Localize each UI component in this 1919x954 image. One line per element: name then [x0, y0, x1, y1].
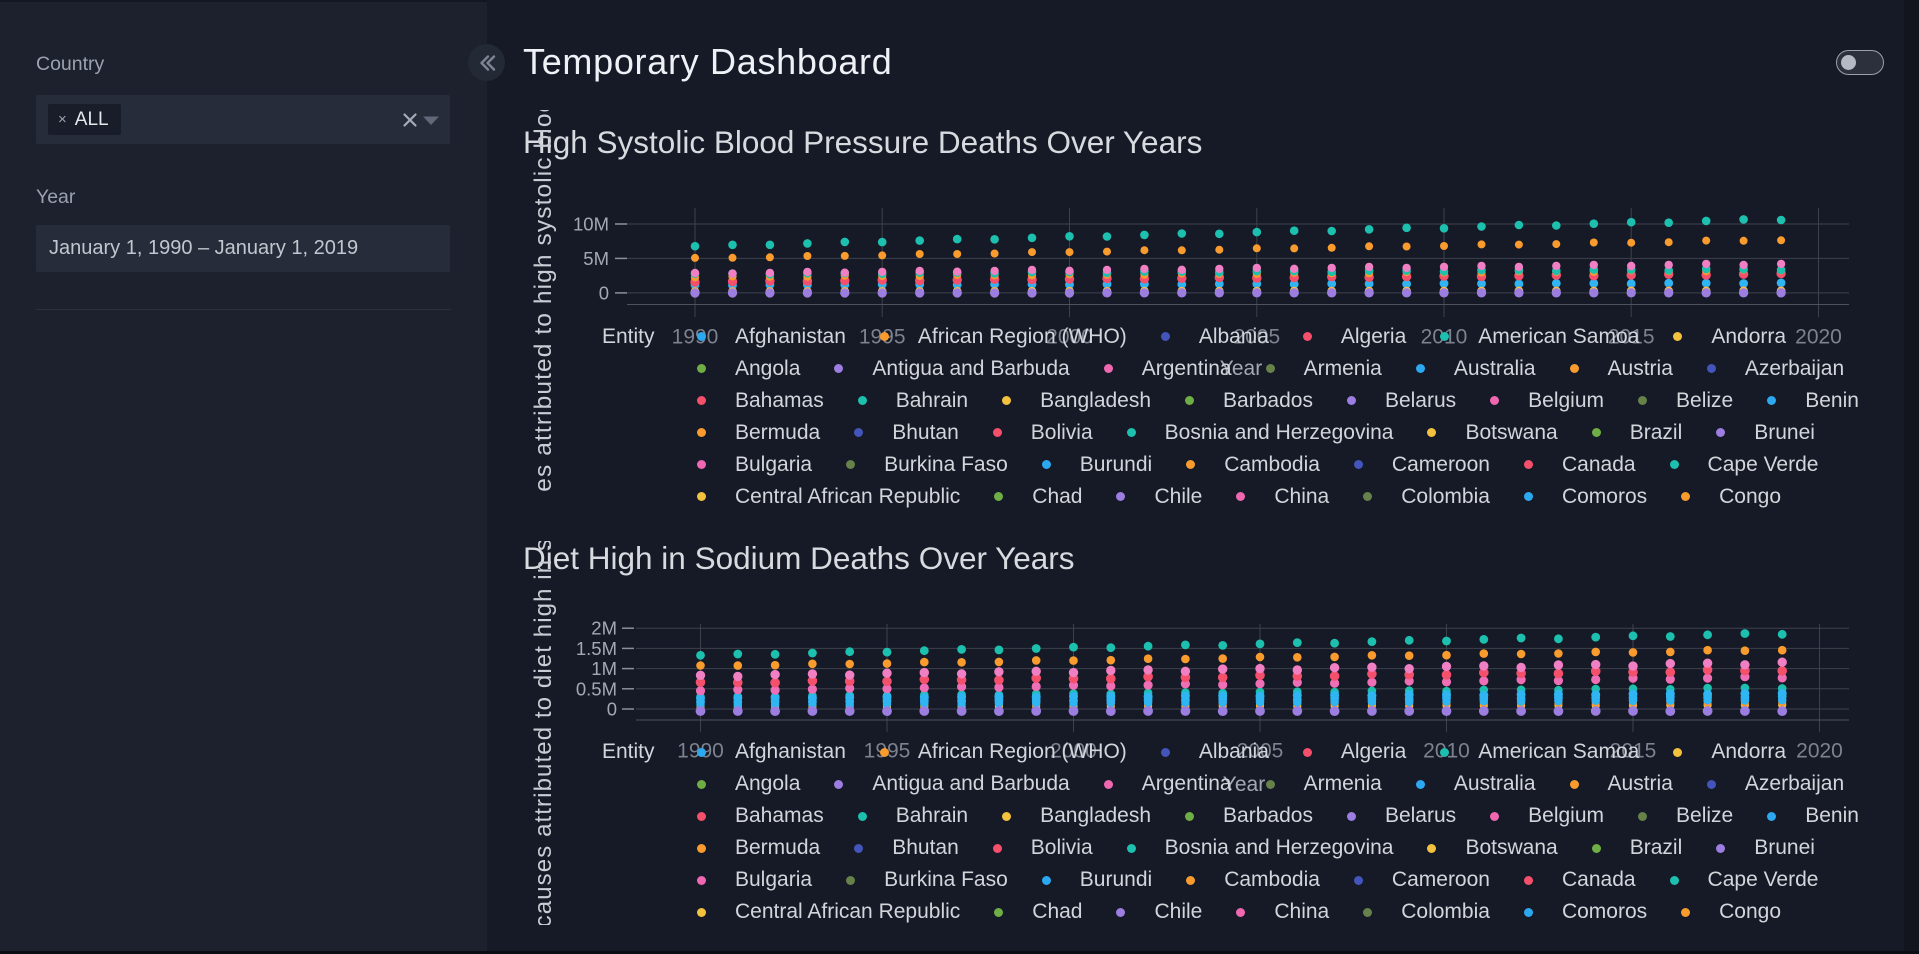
svg-text:2015: 2015: [1608, 326, 1655, 349]
svg-text:Year: Year: [1220, 357, 1262, 380]
svg-text:1.5M: 1.5M: [576, 638, 617, 659]
svg-text:0: 0: [599, 282, 609, 303]
svg-text:Deaths from all causes attribu: Deaths from all causes attributed to die…: [530, 541, 557, 925]
svg-text:2005: 2005: [1237, 740, 1284, 763]
svg-text:1M: 1M: [591, 658, 617, 679]
svg-text:0: 0: [607, 699, 617, 720]
svg-text:5M: 5M: [583, 248, 609, 269]
svg-text:2020: 2020: [1796, 740, 1843, 763]
svg-text:2020: 2020: [1795, 326, 1842, 349]
svg-text:10M: 10M: [573, 214, 609, 235]
svg-text:2M: 2M: [591, 618, 617, 639]
svg-text:1990: 1990: [672, 326, 719, 349]
svg-text:Year: Year: [1223, 773, 1265, 796]
svg-text:2000: 2000: [1050, 740, 1097, 763]
svg-text:Deaths from all causes attribu: Deaths from all causes attributed to hig…: [530, 110, 557, 492]
svg-text:2000: 2000: [1046, 326, 1093, 349]
svg-text:0.5M: 0.5M: [576, 678, 617, 699]
svg-text:2015: 2015: [1610, 740, 1657, 763]
svg-text:2005: 2005: [1233, 326, 1280, 349]
